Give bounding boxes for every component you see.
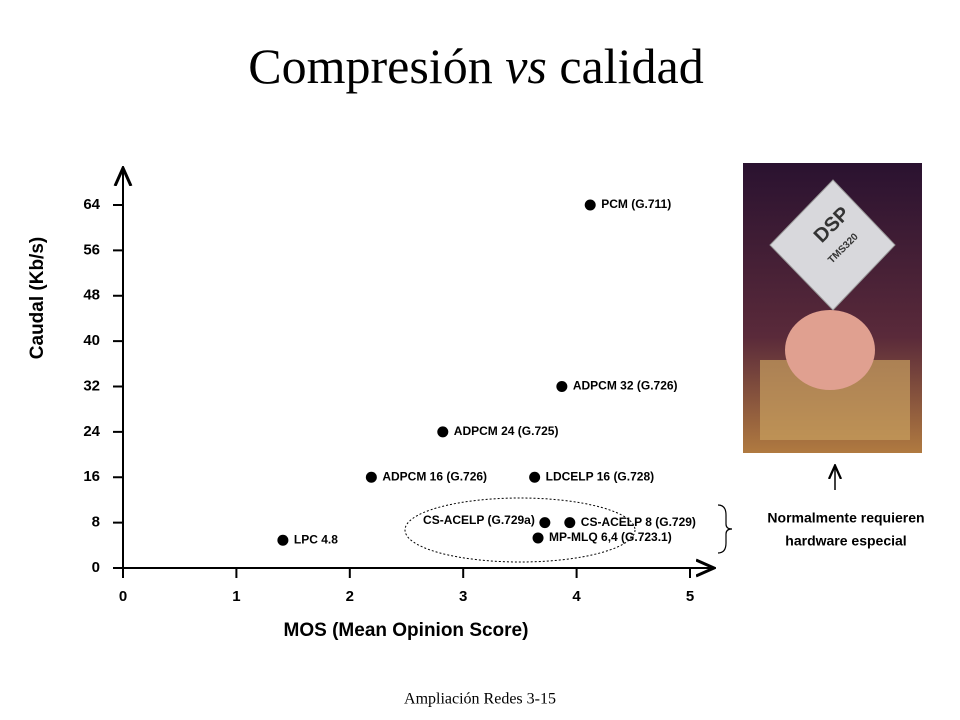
- point: [277, 534, 289, 546]
- annotation: Normalmente requieren: [767, 510, 924, 526]
- y-tick-label: 64: [83, 196, 100, 213]
- point: [584, 199, 596, 211]
- y-tick-label: 48: [83, 287, 100, 304]
- x-tick-label: 1: [232, 588, 240, 605]
- brace: [717, 504, 733, 554]
- point: [365, 471, 377, 483]
- point: [529, 471, 541, 483]
- x-tick-label: 5: [686, 588, 694, 605]
- y-tick-label: 16: [83, 468, 100, 485]
- hand: [785, 310, 875, 390]
- x-tick-label: 0: [119, 588, 127, 605]
- x-axis-label: MOS (Mean Opinion Score): [284, 620, 529, 641]
- y-axis-label: Caudal (Kb/s): [27, 237, 48, 359]
- title-part: vs: [505, 38, 547, 94]
- point-label: CS-ACELP 8 (G.729): [581, 515, 696, 529]
- x-tick-label: 2: [346, 588, 354, 605]
- annotation: hardware especial: [785, 533, 906, 549]
- title-part: Compresión: [248, 38, 492, 94]
- point: [556, 381, 568, 392]
- y-tick-label: 56: [83, 241, 100, 258]
- point-label: ADPCM 16 (G.726): [382, 469, 487, 483]
- point-label: LDCELP 16 (G.728): [546, 469, 654, 483]
- y-tick-label: 0: [92, 559, 100, 576]
- x-tick-label: 3: [459, 588, 467, 605]
- y-tick-label: 32: [83, 377, 100, 394]
- y-tick-label: 8: [92, 514, 100, 531]
- dsp-image: DSP TMS320: [743, 163, 922, 453]
- point-label: ADPCM 32 (G.726): [573, 379, 678, 393]
- y-tick-label: 40: [83, 332, 100, 349]
- point: [564, 517, 576, 529]
- group-ellipse: [404, 497, 636, 563]
- footer: Ampliación Redes 3-15: [404, 691, 556, 708]
- point-label: MP-MLQ 6,4 (G.723.1): [549, 530, 672, 544]
- point: [532, 532, 544, 544]
- point: [437, 426, 449, 438]
- point-label: ADPCM 24 (G.725): [454, 424, 559, 438]
- point: [539, 517, 551, 529]
- title: Compresión vs calidad: [248, 38, 703, 94]
- title-part: calidad: [559, 38, 703, 94]
- point-label: CS-ACELP (G.729a): [423, 513, 535, 527]
- y-tick-label: 24: [83, 423, 100, 440]
- point-label: LPC 4.8: [294, 532, 338, 546]
- point-label: PCM (G.711): [601, 197, 671, 211]
- x-tick-label: 4: [572, 588, 581, 605]
- chip: [769, 179, 896, 311]
